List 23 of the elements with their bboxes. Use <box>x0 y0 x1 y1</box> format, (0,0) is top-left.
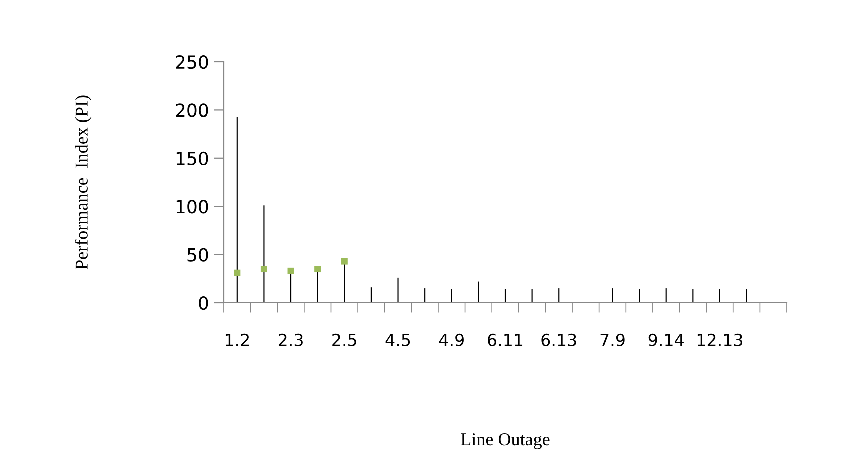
x-tick-label: 1.2 <box>226 334 249 346</box>
point <box>314 266 322 273</box>
x-tick-label: 2.5 <box>332 334 356 346</box>
y-tick-label: 0 <box>199 296 208 310</box>
x-tick-label: 9.14 <box>648 334 684 346</box>
x-tick-label: 12.13 <box>698 334 742 346</box>
x-tick-label: 2.3 <box>278 334 303 346</box>
x-axis-title: Line Outage <box>461 434 550 450</box>
point <box>341 258 348 265</box>
point <box>234 270 241 276</box>
y-axis-title: Performance Index (PI) <box>75 96 92 270</box>
y-tick-label: 200 <box>176 104 208 118</box>
y-tick-label: 150 <box>176 152 208 166</box>
x-tick-label: 4.9 <box>439 334 464 346</box>
y-tick-label: 250 <box>176 55 208 70</box>
x-tick-label: 4.5 <box>386 334 410 346</box>
x-tick-label: 7.9 <box>600 334 625 346</box>
x-tick-label: 6.13 <box>542 334 576 346</box>
x-tick-label: 6.11 <box>488 334 523 346</box>
y-tick-label: 100 <box>176 200 208 214</box>
y-tick-label: 50 <box>188 248 208 262</box>
point <box>260 266 268 273</box>
point <box>288 268 294 274</box>
